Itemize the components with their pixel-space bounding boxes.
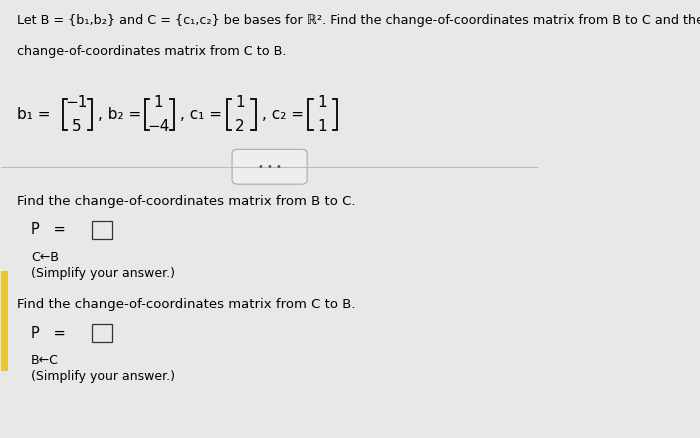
Text: Find the change-of-coordinates matrix from B to C.: Find the change-of-coordinates matrix fr… xyxy=(18,195,356,208)
Text: (Simplify your answer.): (Simplify your answer.) xyxy=(31,370,175,383)
Text: change-of-coordinates matrix from C to B.: change-of-coordinates matrix from C to B… xyxy=(18,45,287,58)
FancyBboxPatch shape xyxy=(1,271,8,371)
Text: P   =: P = xyxy=(31,223,66,237)
Text: −4: −4 xyxy=(148,119,170,134)
Text: • • •: • • • xyxy=(258,162,281,172)
FancyBboxPatch shape xyxy=(232,149,307,184)
Text: 1: 1 xyxy=(317,119,326,134)
Text: C←B: C←B xyxy=(31,251,59,264)
Text: P   =: P = xyxy=(31,325,66,340)
Text: 1: 1 xyxy=(154,95,163,110)
Text: 1: 1 xyxy=(317,95,326,110)
FancyBboxPatch shape xyxy=(92,324,112,342)
Text: B←C: B←C xyxy=(31,354,59,367)
Text: Find the change-of-coordinates matrix from C to B.: Find the change-of-coordinates matrix fr… xyxy=(18,298,356,311)
Text: Let B = {b₁,b₂} and C = {c₁,c₂} be bases for ℝ². Find the change-of-coordinates : Let B = {b₁,b₂} and C = {c₁,c₂} be bases… xyxy=(18,14,700,28)
FancyBboxPatch shape xyxy=(92,221,112,239)
Text: (Simplify your answer.): (Simplify your answer.) xyxy=(31,267,175,280)
Text: 1: 1 xyxy=(235,95,245,110)
Text: , c₁ =: , c₁ = xyxy=(180,107,222,122)
Text: 5: 5 xyxy=(71,119,81,134)
Text: −1: −1 xyxy=(65,95,88,110)
Text: b₁ =: b₁ = xyxy=(18,107,51,122)
Text: 2: 2 xyxy=(235,119,245,134)
Text: , b₂ =: , b₂ = xyxy=(98,107,141,122)
Text: , c₂ =: , c₂ = xyxy=(262,107,304,122)
